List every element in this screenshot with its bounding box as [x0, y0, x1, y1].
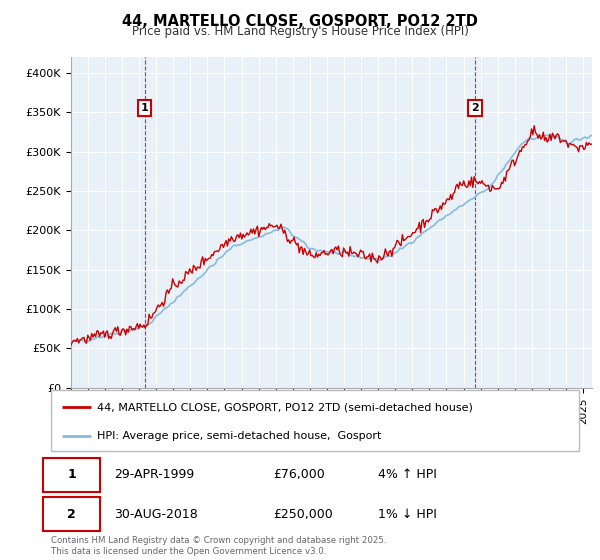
Text: Contains HM Land Registry data © Crown copyright and database right 2025.
This d: Contains HM Land Registry data © Crown c…: [51, 536, 386, 556]
Text: 44, MARTELLO CLOSE, GOSPORT, PO12 2TD: 44, MARTELLO CLOSE, GOSPORT, PO12 2TD: [122, 14, 478, 29]
Text: 44, MARTELLO CLOSE, GOSPORT, PO12 2TD (semi-detached house): 44, MARTELLO CLOSE, GOSPORT, PO12 2TD (s…: [97, 402, 473, 412]
Text: 2: 2: [471, 103, 479, 113]
Text: 1% ↓ HPI: 1% ↓ HPI: [379, 507, 437, 521]
Text: £76,000: £76,000: [273, 468, 325, 482]
Text: Price paid vs. HM Land Registry's House Price Index (HPI): Price paid vs. HM Land Registry's House …: [131, 25, 469, 38]
Text: 1: 1: [67, 468, 76, 482]
Text: 29-APR-1999: 29-APR-1999: [115, 468, 194, 482]
Text: 30-AUG-2018: 30-AUG-2018: [115, 507, 198, 521]
Text: £250,000: £250,000: [273, 507, 332, 521]
Text: 1: 1: [141, 103, 149, 113]
FancyBboxPatch shape: [43, 458, 100, 492]
Text: 2: 2: [67, 507, 76, 521]
Text: 4% ↑ HPI: 4% ↑ HPI: [379, 468, 437, 482]
FancyBboxPatch shape: [43, 497, 100, 531]
Text: HPI: Average price, semi-detached house,  Gosport: HPI: Average price, semi-detached house,…: [97, 431, 382, 441]
